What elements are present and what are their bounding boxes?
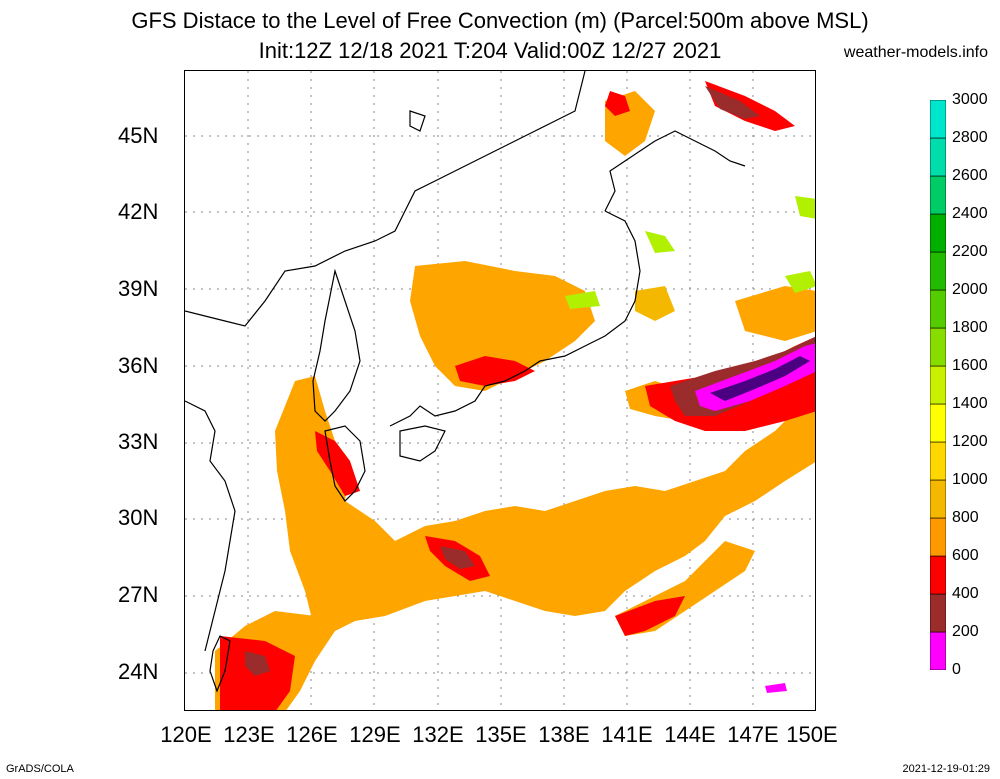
lon-label: 123E bbox=[223, 722, 275, 747]
colorbar-segment bbox=[930, 251, 946, 291]
colorbar-label: 2000 bbox=[952, 281, 988, 298]
lon-label: 120E bbox=[160, 722, 212, 747]
lat-label: 39N bbox=[118, 276, 159, 301]
colorbar-label: 1400 bbox=[952, 395, 988, 412]
lon-label: 150E bbox=[786, 722, 838, 747]
colorbar-segment bbox=[930, 365, 946, 405]
footer-credit: GrADS/COLA bbox=[6, 763, 74, 775]
lat-label: 24N bbox=[118, 659, 159, 684]
lon-label: 135E bbox=[475, 722, 527, 747]
lat-label: 33N bbox=[118, 429, 159, 454]
colorbar-label: 1600 bbox=[952, 357, 988, 374]
lat-label: 30N bbox=[118, 505, 159, 530]
colorbar-segment bbox=[930, 213, 946, 253]
colorbar-label: 600 bbox=[952, 547, 979, 564]
colorbar-segment bbox=[930, 100, 946, 139]
colorbar-label: 0 bbox=[952, 661, 961, 678]
lon-label: 147E bbox=[727, 722, 779, 747]
lon-label: 138E bbox=[538, 722, 590, 747]
footer-timestamp: 2021-12-19-01:29 bbox=[902, 763, 990, 775]
colorbar-segment bbox=[930, 593, 946, 633]
lon-label: 129E bbox=[349, 722, 401, 747]
colorbar-label: 2800 bbox=[952, 129, 988, 146]
colorbar-label: 3000 bbox=[952, 91, 988, 108]
colorbar-segment bbox=[930, 479, 946, 519]
lfc-shading bbox=[215, 81, 815, 710]
coastlines bbox=[185, 71, 746, 693]
colorbar-label: 1200 bbox=[952, 433, 988, 450]
lat-label: 45N bbox=[118, 123, 159, 148]
colorbar-label: 1800 bbox=[952, 319, 988, 336]
colorbar-label: 800 bbox=[952, 509, 979, 526]
colorbar-label: 2200 bbox=[952, 243, 988, 260]
colorbar-segment bbox=[930, 289, 946, 329]
colorbar bbox=[930, 100, 946, 670]
colorbar-label: 2600 bbox=[952, 167, 988, 184]
lon-label: 141E bbox=[601, 722, 653, 747]
lat-label: 27N bbox=[118, 582, 159, 607]
colorbar-label: 400 bbox=[952, 585, 979, 602]
lat-label: 36N bbox=[118, 353, 159, 378]
colorbar-segment bbox=[930, 403, 946, 443]
colorbar-segment bbox=[930, 631, 946, 670]
site-credit: weather-models.info bbox=[843, 44, 988, 61]
chart-subtitle: Init:12Z 12/18 2021 T:204 Valid:00Z 12/2… bbox=[258, 38, 722, 63]
colorbar-label: 200 bbox=[952, 623, 979, 640]
colorbar-label: 2400 bbox=[952, 205, 988, 222]
lon-label: 126E bbox=[286, 722, 338, 747]
map-canvas bbox=[185, 71, 815, 710]
chart-title: GFS Distace to the Level of Free Convect… bbox=[131, 8, 869, 33]
colorbar-segment bbox=[930, 137, 946, 177]
lon-label: 132E bbox=[412, 722, 464, 747]
colorbar-segment bbox=[930, 517, 946, 557]
colorbar-label: 1000 bbox=[952, 471, 988, 488]
colorbar-segment bbox=[930, 555, 946, 595]
colorbar-segment bbox=[930, 327, 946, 367]
lat-label: 42N bbox=[118, 199, 159, 224]
map-panel bbox=[184, 70, 816, 711]
colorbar-segment bbox=[930, 441, 946, 481]
colorbar-segment bbox=[930, 175, 946, 215]
lon-label: 144E bbox=[664, 722, 716, 747]
